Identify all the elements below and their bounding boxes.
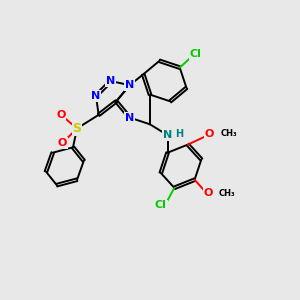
Text: O: O bbox=[56, 110, 65, 120]
Text: N: N bbox=[91, 91, 101, 101]
Text: CH₃: CH₃ bbox=[219, 189, 236, 198]
Text: N: N bbox=[106, 76, 116, 86]
Text: H: H bbox=[175, 129, 183, 139]
Text: S: S bbox=[73, 122, 82, 135]
Text: O: O bbox=[58, 138, 67, 148]
Text: Cl: Cl bbox=[190, 49, 202, 59]
Text: N: N bbox=[125, 80, 134, 90]
Text: O: O bbox=[205, 129, 214, 139]
Text: N: N bbox=[125, 112, 134, 123]
Text: Cl: Cl bbox=[155, 200, 167, 210]
Text: N: N bbox=[163, 130, 172, 140]
Text: O: O bbox=[203, 188, 213, 198]
Text: CH₃: CH₃ bbox=[220, 129, 237, 138]
